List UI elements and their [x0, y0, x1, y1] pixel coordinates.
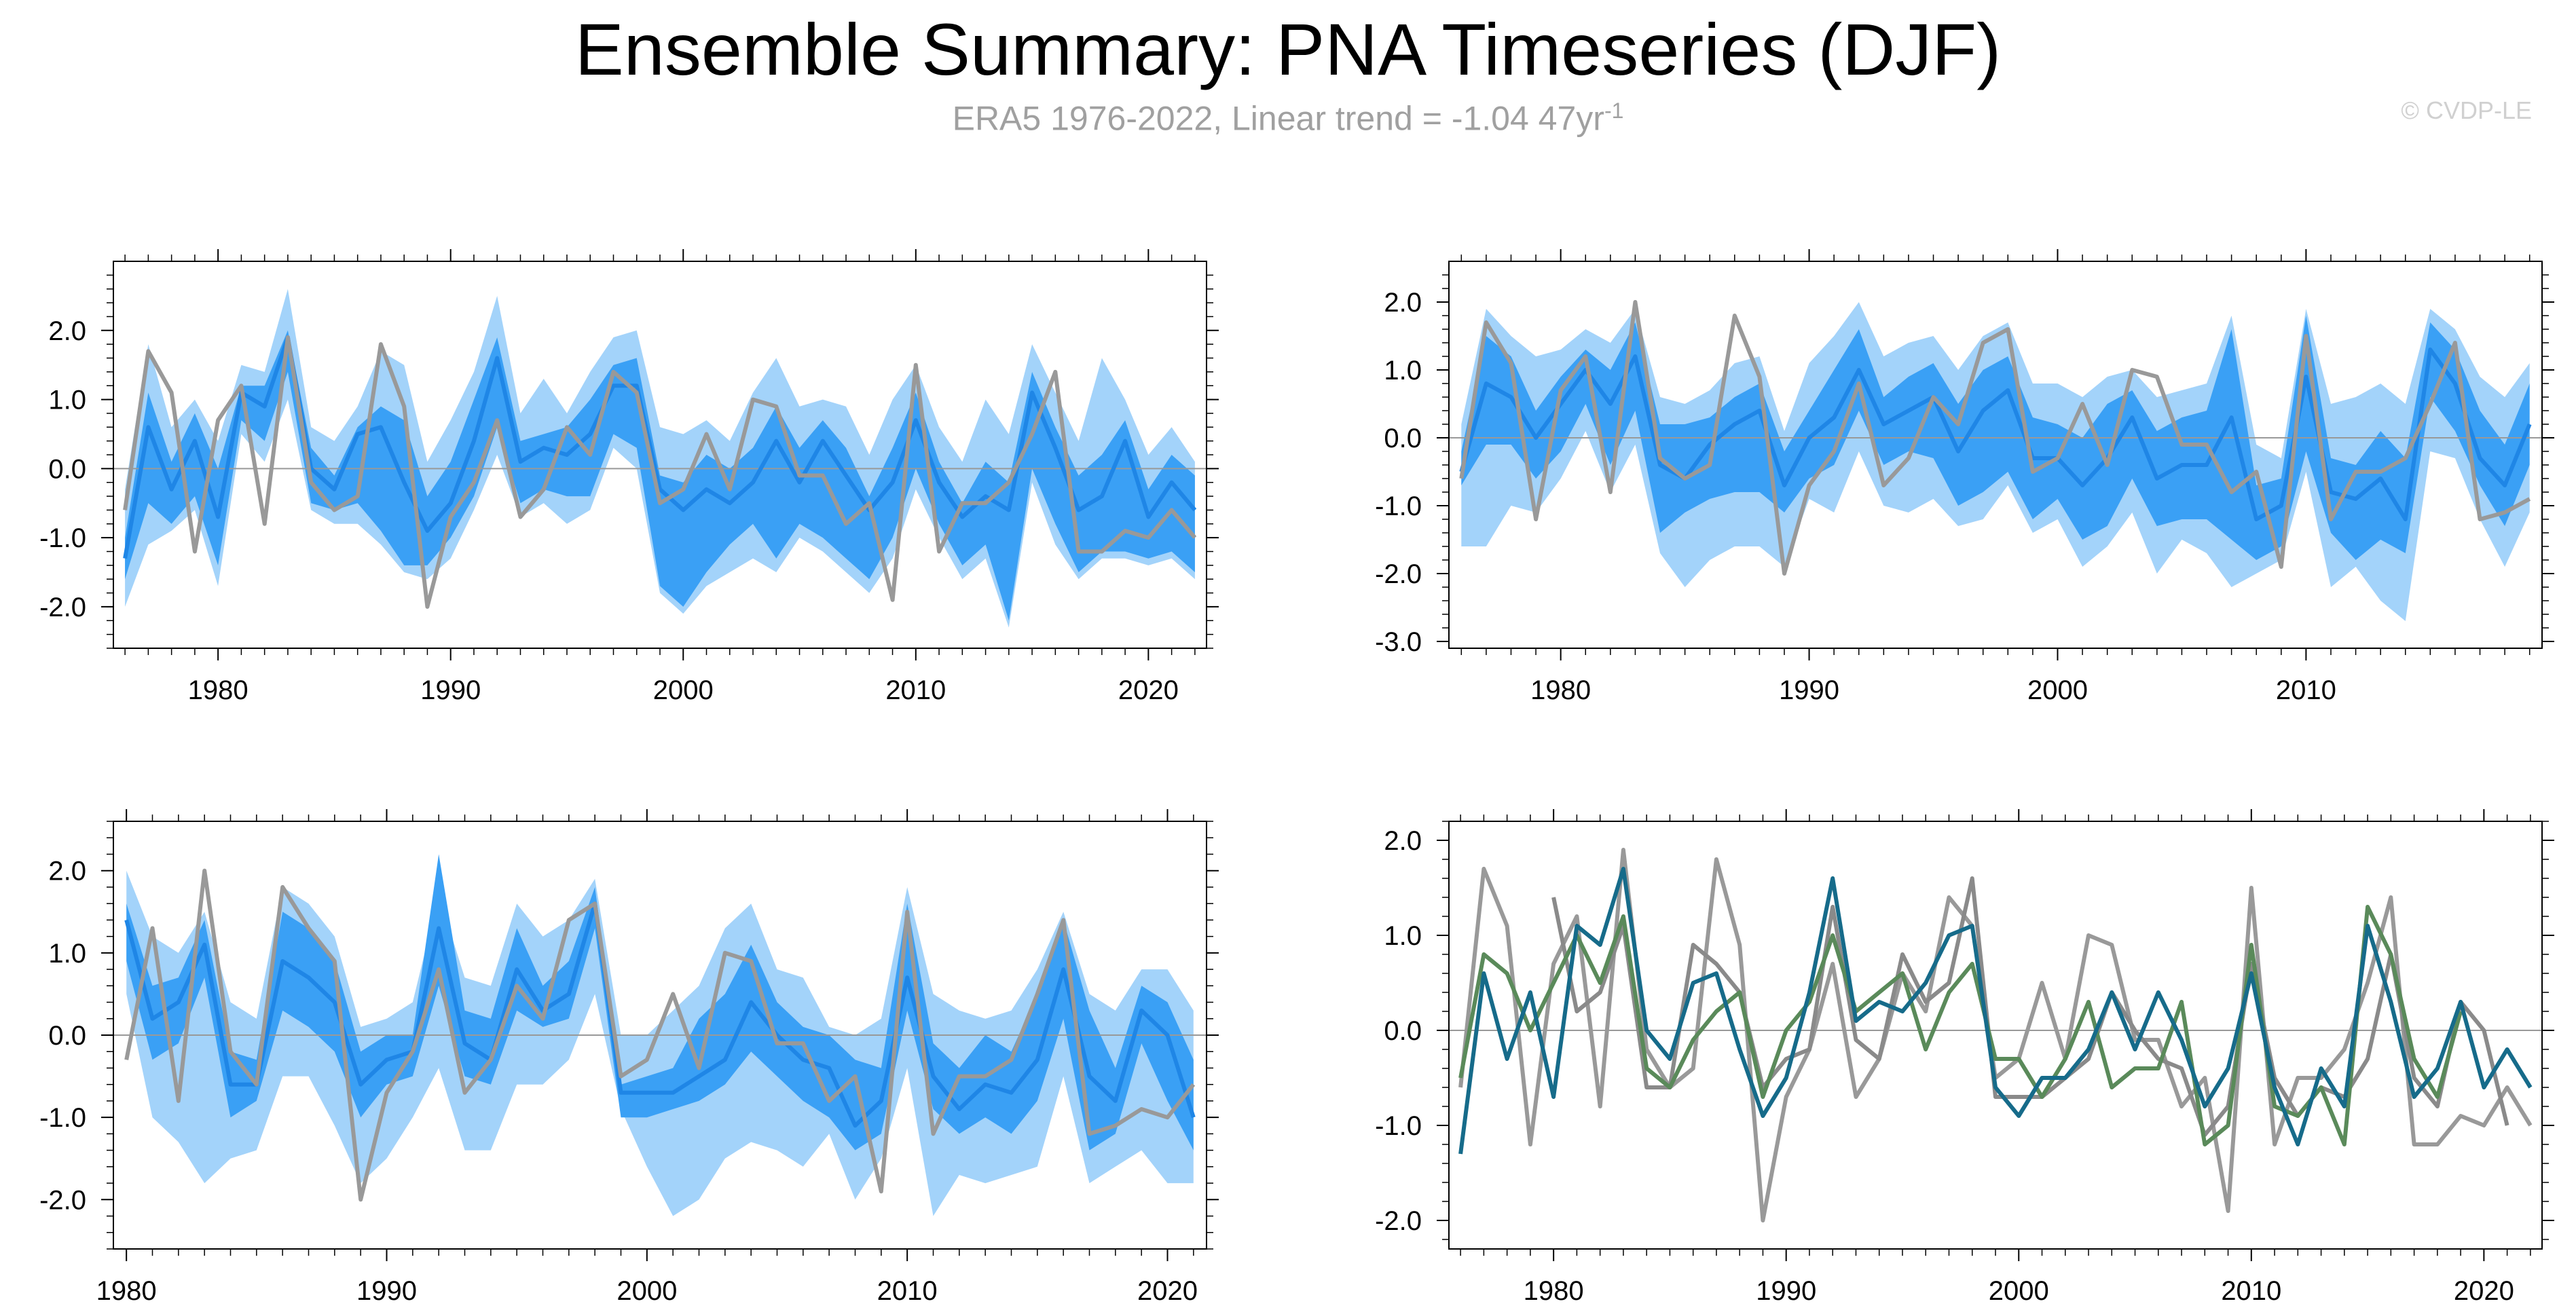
outer-spread-band	[126, 870, 1194, 1216]
ensemble-mean-line	[1459, 348, 2532, 521]
y-tick-label: 1.0	[1384, 921, 1422, 951]
plot-area	[113, 288, 1207, 628]
y-tick-label: -2.0	[1375, 1206, 1422, 1236]
plot-area	[113, 854, 1207, 1216]
y-tick-label: -2.0	[39, 593, 86, 622]
plot-frame	[1448, 261, 2543, 649]
x-tick-label: 1990	[1756, 1276, 1816, 1306]
series-line-1	[1458, 848, 2533, 1222]
chart-panel-2: 2.0 1.0 0.0 -1.0 -2.0 -3.0 1980 1990 2000 2010	[1375, 249, 2554, 705]
x-tick-label: 1990	[420, 675, 481, 705]
x-tick-label: 2010	[2276, 675, 2336, 705]
y-tick-label: 1.0	[48, 386, 86, 415]
x-tick-label: 2000	[617, 1276, 677, 1306]
x-tick-label: 1980	[1524, 1276, 1584, 1306]
y-tick-label: 2.0	[48, 316, 86, 346]
y-tick-label: 0.0	[48, 1021, 86, 1051]
series-line-4	[1458, 867, 2533, 1155]
page-title: Ensemble Summary: PNA Timeseries (DJF)	[574, 8, 2002, 90]
x-tick-label: 2000	[1989, 1276, 2049, 1306]
y-tick-label: 2.0	[1384, 288, 1422, 318]
observations-line	[1459, 300, 2531, 576]
x-tick-label: 2000	[2027, 675, 2088, 705]
y-tick-label: 2.0	[1384, 826, 1422, 856]
y-tick-label: 0.0	[48, 454, 86, 484]
x-tick-label: 1990	[356, 1276, 417, 1306]
x-tick-label: 2010	[877, 1276, 938, 1306]
x-tick-label: 1980	[188, 675, 249, 705]
x-tick-label: 1980	[1530, 675, 1591, 705]
chart-panel-3: 2.0 1.0 0.0 -1.0 -2.0 1980 1990 2000 2010 2020	[39, 809, 1219, 1306]
y-tick-label: -2.0	[39, 1185, 86, 1215]
plot-area	[1449, 300, 2542, 621]
y-tick-label: -2.0	[1375, 559, 1422, 589]
chart-panel-1: 2.0 1.0 0.0 -1.0 -2.0 1980 1990 2000 2010 2020	[39, 249, 1219, 705]
y-tick-label: 2.0	[48, 857, 86, 886]
credit-label: © CVDP-LE	[2401, 96, 2532, 124]
observations-line	[123, 335, 1197, 609]
inner-spread-band	[125, 330, 1195, 621]
y-tick-label: 0.0	[1384, 1016, 1422, 1046]
y-tick-label: 1.0	[1384, 356, 1422, 386]
x-tick-label: 1980	[96, 1276, 157, 1306]
x-tick-label: 2020	[2454, 1276, 2514, 1306]
plot-frame	[1448, 821, 2543, 1250]
x-tick-label: 2020	[1118, 675, 1179, 705]
x-tick-label: 2010	[885, 675, 946, 705]
subtitle-text: ERA5 1976-2022, Linear trend = -1.04 47y…	[952, 99, 1604, 138]
plot-area	[1449, 848, 2542, 1222]
x-tick-label: 2010	[2221, 1276, 2281, 1306]
series-line-3	[1458, 905, 2463, 1146]
y-tick-label: -3.0	[1375, 627, 1422, 657]
y-tick-label: -1.0	[39, 523, 86, 553]
subtitle-superscript: -1	[1604, 98, 1624, 123]
y-tick-label: -1.0	[1375, 491, 1422, 521]
x-tick-label: 1990	[1779, 675, 1839, 705]
y-tick-label: -1.0	[39, 1103, 86, 1133]
observations-line	[124, 868, 1196, 1202]
y-tick-label: 1.0	[48, 939, 86, 969]
page-subtitle: ERA5 1976-2022, Linear trend = -1.04 47y…	[0, 98, 2576, 138]
y-tick-label: -1.0	[1375, 1111, 1422, 1141]
chart-panel-4: 2.0 1.0 0.0 -1.0 -2.0 1980 1990 2000 2010 2020	[1375, 809, 2554, 1306]
ensemble-mean-line	[124, 901, 1196, 1128]
x-tick-label: 2020	[1137, 1276, 1198, 1306]
x-tick-label: 2000	[653, 675, 714, 705]
y-tick-label: 0.0	[1384, 424, 1422, 453]
